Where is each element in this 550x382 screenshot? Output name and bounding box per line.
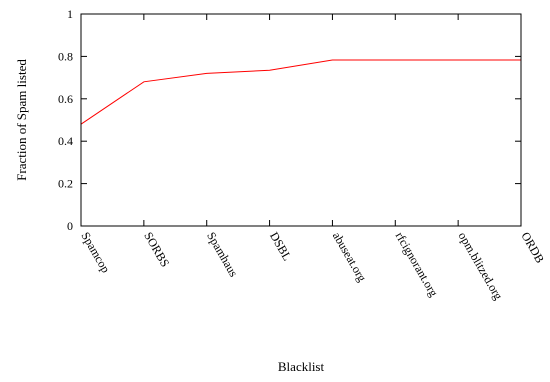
x-tick-label: Spamcop [78, 230, 112, 276]
x-tick-label: rfcignorant.org [393, 230, 441, 299]
y-tick-label: 0.2 [58, 177, 73, 191]
labels-layer: 0 0.2 0.4 0.6 0.8 1 Spamcop SORBS Spamhaus DSBL ab… [58, 7, 547, 302]
y-tick-label: 0.8 [58, 49, 73, 63]
x-tick-label: SORBS [141, 230, 172, 270]
series-layer [80, 59, 521, 125]
x-tick-label: Spamhaus [204, 230, 241, 280]
x-tick-label: opm.blitzed.org [456, 230, 506, 303]
y-tick-label: 0.4 [58, 134, 73, 148]
y-tick-label: 1 [67, 7, 73, 21]
x-tick-label: DSBL [267, 230, 294, 264]
y-axis-title: Fraction of Spam listed [14, 59, 29, 181]
x-tick-label: ORDB [518, 230, 547, 266]
y-tick-label: 0 [67, 219, 73, 233]
x-tick-label: abuseat.org [330, 230, 370, 284]
y-tick-label: 0.6 [58, 92, 73, 106]
x-axis-title: Blacklist [278, 359, 325, 374]
series-line [80, 59, 521, 125]
plot-frame [80, 13, 522, 227]
ticks-layer [80, 13, 522, 227]
